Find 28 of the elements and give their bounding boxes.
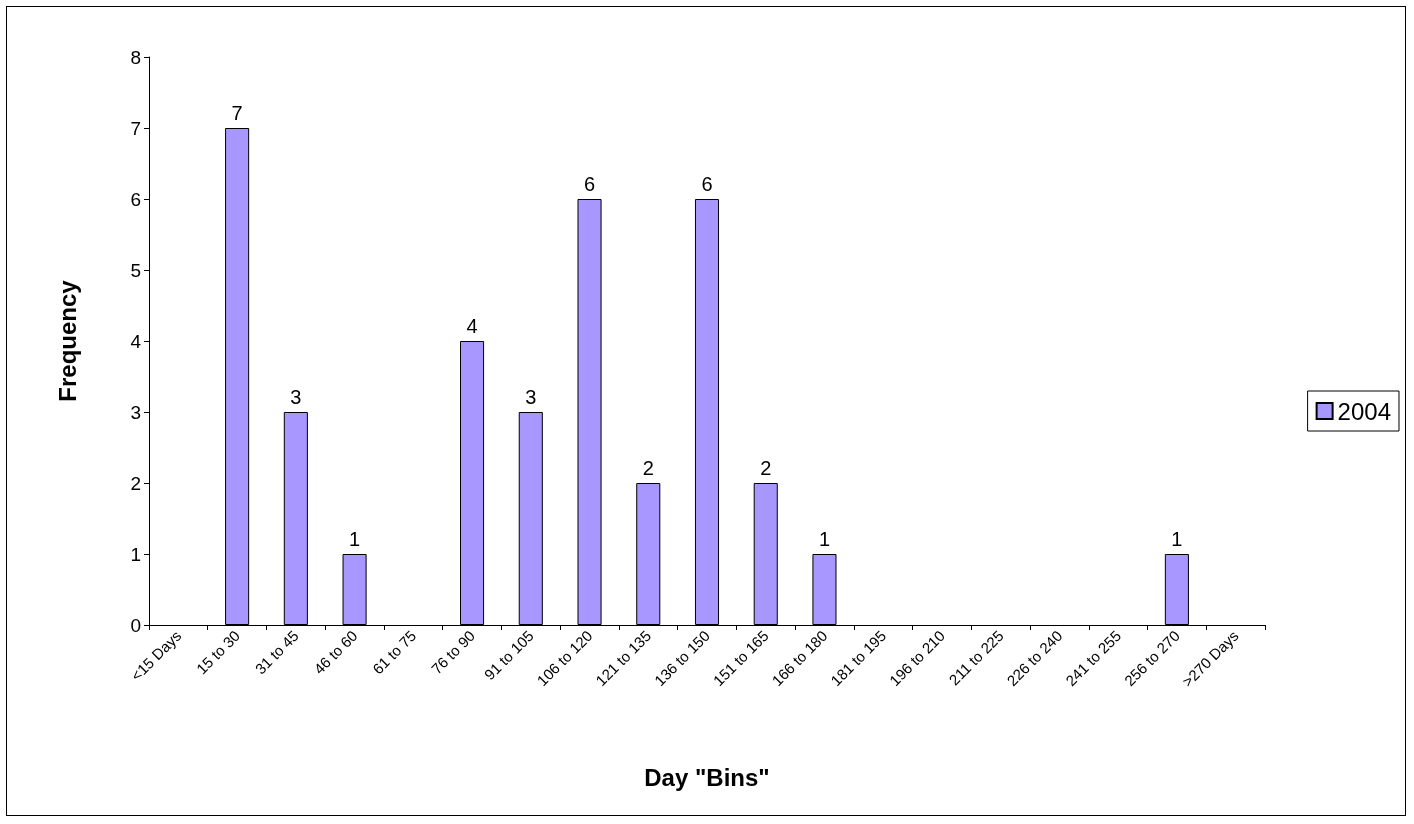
y-tick-label: 8 bbox=[130, 46, 141, 68]
y-tick-label: 5 bbox=[130, 259, 141, 281]
x-tick-label: 31 to 45 bbox=[251, 626, 302, 678]
y-tick-label: 3 bbox=[130, 401, 141, 423]
y-tick-label: 6 bbox=[130, 188, 141, 210]
data-label: 1 bbox=[349, 528, 361, 550]
data-label: 7 bbox=[231, 102, 243, 124]
x-tick-label: 46 to 60 bbox=[310, 626, 361, 678]
y-tick-label: 0 bbox=[130, 614, 141, 636]
x-tick-label: 76 to 90 bbox=[427, 626, 479, 678]
data-label: 6 bbox=[583, 173, 596, 195]
y-tick-label: 2 bbox=[130, 472, 141, 494]
data-label: 1 bbox=[818, 528, 831, 550]
data-label: 1 bbox=[1171, 528, 1183, 550]
data-label: 6 bbox=[701, 173, 713, 195]
y-tick-label: 1 bbox=[130, 543, 141, 565]
data-label: 3 bbox=[290, 386, 302, 408]
x-axis-title: Day "Bins" bbox=[644, 763, 770, 791]
y-tick-label: 7 bbox=[130, 117, 141, 139]
y-axis-title: Frequency bbox=[53, 279, 81, 402]
x-tick-label: 61 to 75 bbox=[369, 626, 420, 678]
data-label: 2 bbox=[760, 457, 772, 479]
data-label: 3 bbox=[525, 386, 537, 408]
y-tick-label: 4 bbox=[130, 330, 142, 352]
data-label: 2 bbox=[642, 457, 654, 479]
data-label: 4 bbox=[466, 315, 478, 337]
legend-label: 2004 bbox=[1337, 397, 1391, 425]
x-tick-label: 15 to 30 bbox=[192, 626, 244, 678]
